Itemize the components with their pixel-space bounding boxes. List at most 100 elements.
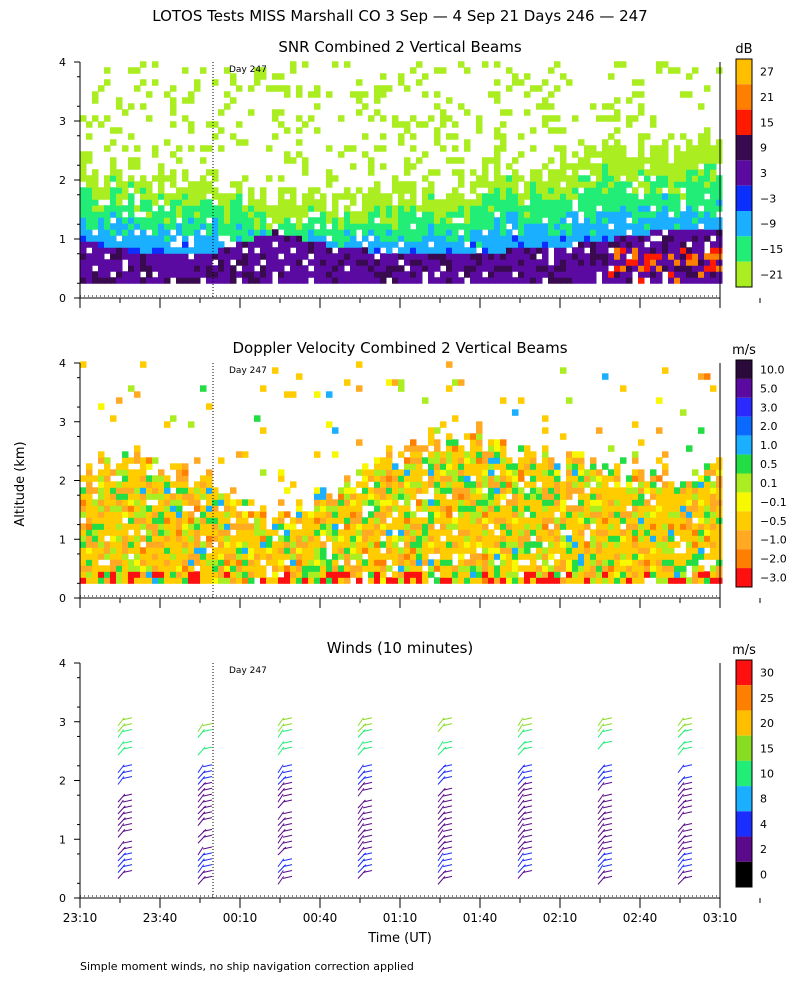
data-cell	[464, 535, 471, 542]
wind-barb	[677, 764, 685, 774]
data-cell	[584, 265, 591, 272]
data-cell	[368, 559, 375, 566]
wind-barb	[277, 876, 285, 885]
data-cell	[656, 475, 663, 482]
wind-barb-flag	[682, 858, 693, 862]
data-cell	[644, 511, 651, 518]
data-cell	[584, 205, 591, 212]
data-cell	[230, 193, 237, 200]
data-cell	[92, 559, 99, 566]
data-cell	[278, 85, 285, 92]
data-cell	[158, 265, 165, 272]
data-cell	[428, 439, 435, 446]
data-cell	[656, 271, 663, 278]
data-cell	[482, 181, 489, 188]
data-cell	[596, 241, 603, 248]
data-cell	[260, 577, 267, 584]
data-cell	[518, 469, 525, 476]
data-cell	[380, 481, 387, 488]
data-cell	[578, 499, 585, 506]
data-cell	[626, 259, 633, 266]
data-cell	[236, 223, 243, 230]
data-cell	[488, 265, 495, 272]
data-cell	[422, 205, 429, 212]
data-cell	[458, 265, 465, 272]
data-cell	[536, 565, 543, 572]
data-cell	[194, 253, 201, 260]
data-cell	[602, 523, 609, 530]
data-cell	[434, 235, 441, 242]
data-cell	[464, 529, 471, 536]
data-cell	[158, 211, 165, 218]
data-cell	[200, 529, 207, 536]
data-cell	[80, 235, 87, 242]
data-cell	[272, 523, 279, 530]
wind-barb	[197, 817, 205, 826]
data-cell	[206, 235, 213, 242]
data-cell	[572, 277, 579, 284]
data-cell	[134, 217, 141, 224]
data-cell	[710, 199, 717, 206]
wind-barb-flag	[602, 764, 613, 768]
wind-barb-flag	[602, 799, 613, 803]
data-cell	[92, 181, 99, 188]
data-cell	[656, 493, 663, 500]
data-cell	[182, 559, 189, 566]
data-cell	[278, 517, 285, 524]
colorbar-segment	[736, 861, 752, 887]
data-cell	[86, 499, 93, 506]
data-cell	[368, 253, 375, 260]
data-cell	[104, 565, 111, 572]
data-cell	[524, 535, 531, 542]
data-cell	[248, 241, 255, 248]
data-cell	[578, 235, 585, 242]
data-cell	[446, 235, 453, 242]
data-cell	[632, 223, 639, 230]
data-cell	[608, 241, 615, 248]
data-cell	[542, 553, 549, 560]
data-cell	[506, 541, 513, 548]
colorbar-segment	[736, 84, 752, 110]
colorbar-segment	[736, 211, 752, 237]
data-cell	[248, 247, 255, 254]
data-cell	[584, 151, 591, 158]
data-cell	[434, 517, 441, 524]
data-cell	[206, 565, 213, 572]
data-cell	[260, 205, 267, 212]
y-tick-label: 1	[59, 533, 66, 546]
data-cell	[500, 439, 507, 446]
data-cell	[500, 463, 507, 470]
data-cell	[542, 181, 549, 188]
data-cell	[560, 541, 567, 548]
data-cell	[602, 259, 609, 266]
data-cell	[608, 187, 615, 194]
data-cell	[674, 235, 681, 242]
data-cell	[188, 181, 195, 188]
data-cell	[344, 571, 351, 578]
data-cell	[140, 547, 147, 554]
data-cell	[596, 517, 603, 524]
data-cell	[494, 97, 501, 104]
data-cell	[608, 199, 615, 206]
data-cell	[170, 511, 177, 518]
data-cell	[206, 253, 213, 260]
data-cell	[650, 469, 657, 476]
data-cell	[170, 271, 177, 278]
wind-barb	[597, 817, 605, 826]
data-cell	[200, 259, 207, 266]
data-cell	[668, 199, 675, 206]
data-cell	[620, 241, 627, 248]
data-cell	[128, 559, 135, 566]
data-cell	[140, 103, 147, 110]
data-cell	[392, 553, 399, 560]
data-cell	[446, 199, 453, 206]
data-cell	[470, 487, 477, 494]
wind-barb-flag	[202, 764, 213, 768]
data-cell	[386, 211, 393, 218]
data-cell	[404, 523, 411, 530]
data-cell	[116, 223, 123, 230]
data-cell	[536, 487, 543, 494]
data-cell	[80, 541, 87, 548]
data-cell	[698, 151, 705, 158]
data-cell	[278, 271, 285, 278]
